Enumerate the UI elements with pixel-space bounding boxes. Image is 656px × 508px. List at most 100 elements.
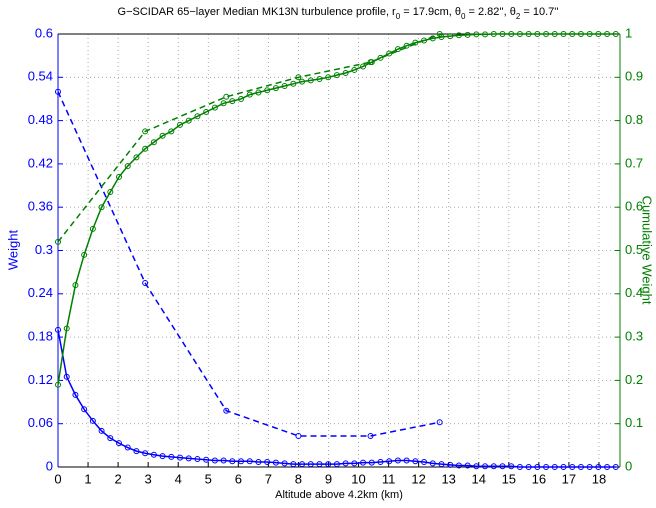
data-point [264,87,271,94]
data-point [482,31,489,38]
data-point [185,117,192,124]
x-tick-label: 7 [265,471,272,486]
data-point [150,139,157,146]
data-point [55,238,61,245]
data-point [272,459,279,466]
title-part: 0 [461,12,466,21]
data-point [569,464,576,470]
data-point [604,464,611,470]
data-point [560,31,567,37]
data-point [299,78,306,85]
data-point [464,462,471,469]
data-point [490,31,497,37]
y-axis-label: Weight [5,230,20,271]
data-point [55,381,61,388]
data-point [63,325,70,332]
data-point [499,31,506,37]
data-point [386,458,393,465]
x-tick-label: 18 [592,471,606,486]
data-point [142,450,149,457]
x-axis-label: Altitude above 4.2km (km) [275,489,403,501]
y-tick-label: 0.48 [28,112,53,127]
data-point [612,31,619,37]
data-point [116,173,123,180]
data-point [281,82,288,89]
y-tick-label: 0 [46,458,53,473]
title-part: = 17.9cm, θ [400,6,461,18]
data-point [159,132,166,139]
data-point [133,448,140,455]
data-point [577,464,584,470]
data-point [255,89,262,96]
data-point [360,459,367,466]
y-tick-label: 0.42 [28,155,53,170]
x-tick-label: 9 [325,471,332,486]
data-point [194,113,201,120]
data-point [168,453,175,460]
data-point [534,31,541,37]
data-point [177,121,184,128]
data-point [421,37,428,44]
data-point [464,31,471,38]
y-tick-label: 0.54 [28,69,53,84]
data-point [238,458,245,465]
y-tick-label: 0.24 [28,285,53,300]
x-tick-label: 5 [205,471,212,486]
title-part: 2 [516,12,521,21]
data-point [307,77,314,84]
data-point [194,456,201,463]
x-tick-label: 1 [84,471,91,486]
y2-axis-label: Cumulative Weight [640,196,655,305]
data-point [551,464,558,470]
x-tick-label: 3 [145,471,152,486]
data-point [107,189,114,196]
data-point [360,63,367,70]
data-point [98,204,105,211]
data-point [290,80,297,87]
data-point [325,461,332,468]
data-point [499,463,506,470]
data-point [438,461,445,468]
data-point [473,463,480,470]
data-point [290,461,297,468]
title-part: = 10.7'' [520,6,558,18]
data-point [55,326,61,333]
data-point [55,88,61,95]
x-tick-label: 12 [411,471,425,486]
x-tick-label: 15 [502,471,516,486]
data-point [211,104,218,111]
data-point [89,417,96,424]
data-point [159,453,166,460]
x-tick-label: 17 [562,471,576,486]
data-point [238,95,245,102]
data-point [142,279,149,286]
data-point [229,98,236,105]
data-point [586,464,593,470]
data-point [351,66,358,73]
data-point [508,463,515,470]
y2-tick-label: 0.2 [625,372,643,387]
data-point [107,435,114,442]
data-point [307,461,314,468]
y-tick-label: 0.6 [35,25,53,40]
y2-tick-label: 1 [625,25,632,40]
y-tick-label: 0.18 [28,329,53,344]
data-point [72,391,79,398]
x-tick-label: 6 [235,471,242,486]
data-point [81,251,88,258]
y2-tick-label: 0.5 [625,242,643,257]
data-point [81,406,88,413]
data-point [142,128,149,135]
data-point [455,32,462,39]
data-point [295,432,302,439]
data-point [508,31,515,37]
y2-tick-label: 0.6 [625,199,643,214]
data-point [299,461,306,468]
data-point [377,458,384,465]
y2-tick-label: 0.4 [625,285,643,300]
data-point [333,72,340,79]
data-point [220,100,227,107]
data-point [220,457,227,464]
data-point [429,460,436,467]
y-tick-label: 0.36 [28,199,53,214]
